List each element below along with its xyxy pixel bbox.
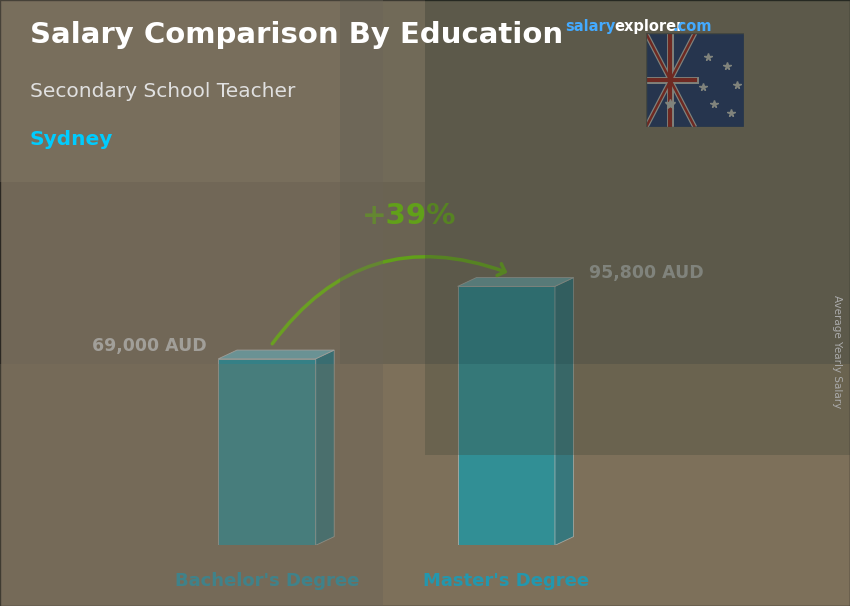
- Text: Sydney: Sydney: [30, 130, 113, 149]
- Text: salary: salary: [565, 19, 615, 35]
- Polygon shape: [315, 350, 334, 545]
- Text: Salary Comparison By Education: Salary Comparison By Education: [30, 21, 563, 49]
- Polygon shape: [218, 350, 334, 359]
- Polygon shape: [555, 278, 574, 545]
- Text: .com: .com: [672, 19, 711, 35]
- Text: 95,800 AUD: 95,800 AUD: [588, 264, 703, 282]
- Polygon shape: [218, 359, 315, 545]
- Text: Master's Degree: Master's Degree: [423, 573, 589, 590]
- Polygon shape: [457, 278, 574, 287]
- Text: explorer: explorer: [615, 19, 684, 35]
- Text: Average Yearly Salary: Average Yearly Salary: [832, 295, 842, 408]
- Text: 69,000 AUD: 69,000 AUD: [93, 337, 207, 355]
- Text: Bachelor's Degree: Bachelor's Degree: [175, 573, 359, 590]
- Text: +39%: +39%: [362, 202, 456, 230]
- Text: Secondary School Teacher: Secondary School Teacher: [30, 82, 295, 101]
- Polygon shape: [457, 287, 555, 545]
